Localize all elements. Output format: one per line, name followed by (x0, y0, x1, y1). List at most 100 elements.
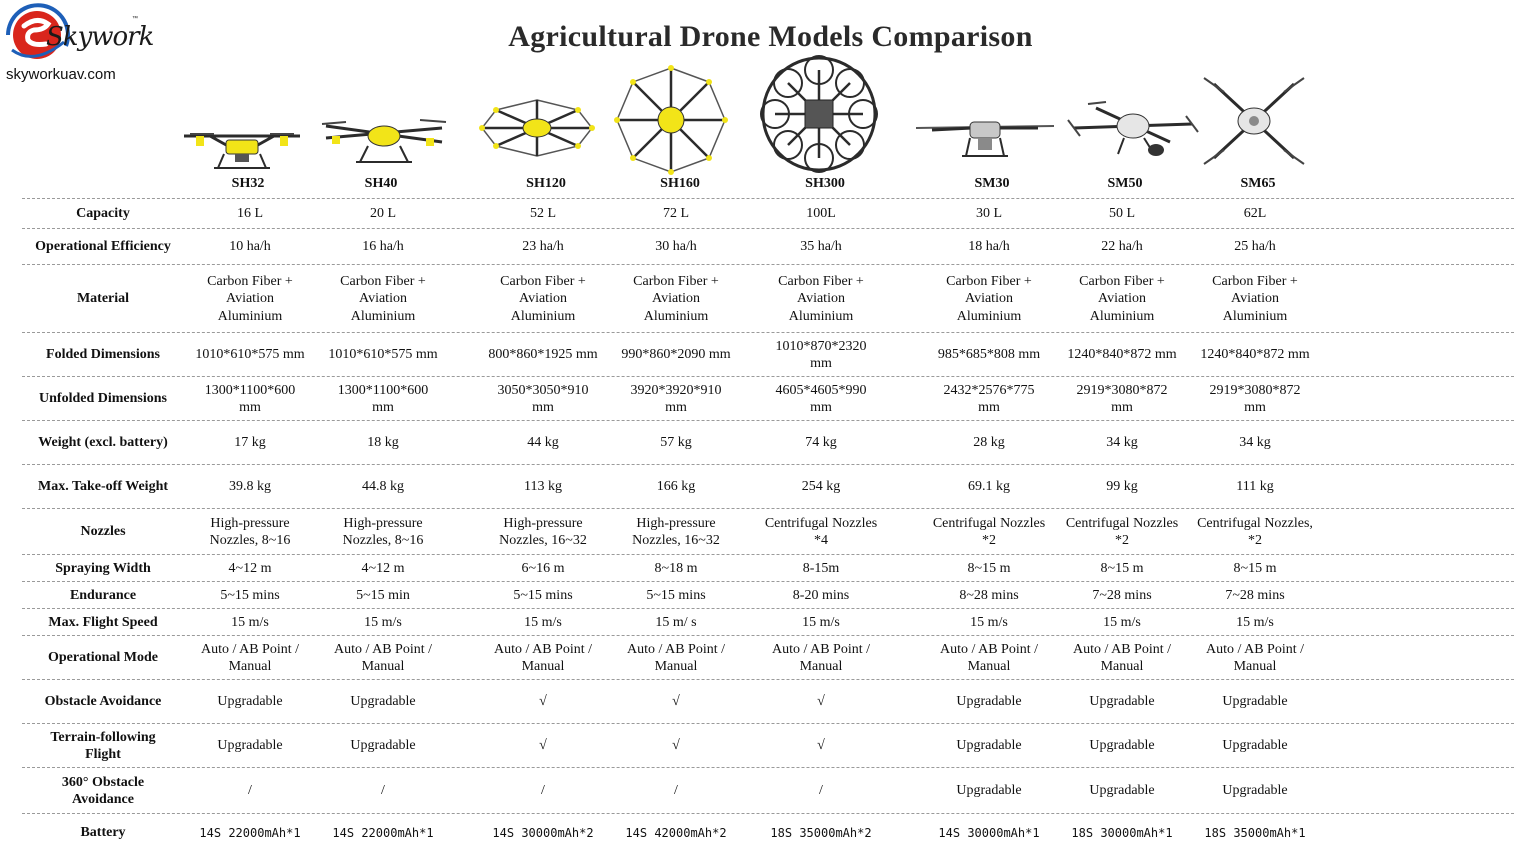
model-name-sh120: SH120 (526, 176, 566, 191)
spec-cell: √ (817, 694, 825, 710)
spec-cell: 17 kg (234, 435, 266, 451)
spec-cell: 1240*840*872 mm (1200, 347, 1310, 363)
spec-row-nozzles: Nozzles High-pressure Nozzles, 8~16 High… (22, 508, 1514, 555)
spec-cell: 800*860*1925 mm (488, 347, 598, 363)
spec-cell: 39.8 kg (229, 479, 271, 495)
spec-cell: 8~18 m (654, 560, 698, 576)
spec-cell: 23 ha/h (522, 239, 564, 255)
spec-cell: 5~15 mins (513, 587, 573, 603)
spec-cell: 14S 30000mAh*2 (492, 825, 594, 840)
spec-cell: High-pressure Nozzles, 8~16 (209, 515, 291, 549)
sm65-drone-icon (1203, 77, 1305, 165)
spec-cell: Upgradable (350, 738, 416, 754)
spec-cell: 8~15 m (1100, 560, 1144, 576)
row-label: Endurance (69, 587, 137, 603)
row-label: Folded Dimensions (46, 347, 160, 363)
spec-cell: 15 m/s (970, 614, 1008, 630)
spec-cell: Auto / AB Point / Manual (333, 641, 433, 675)
spec-cell: 16 L (236, 206, 264, 222)
spec-cell: Upgradable (956, 783, 1022, 799)
spec-cell: Auto / AB Point / Manual (771, 641, 871, 675)
spec-cell: 2919*3080*872 mm (1076, 382, 1168, 416)
row-label: Obstacle Avoidance (44, 694, 162, 710)
spec-cell: Carbon Fiber + Aviation Aluminium (1079, 273, 1165, 324)
spec-cell: 44.8 kg (362, 479, 404, 495)
spec-cell: Centrifugal Nozzles *2 (932, 515, 1046, 549)
row-label: Spraying Width (55, 560, 151, 576)
globe-logo-icon (6, 3, 70, 59)
spec-cell: 100L (806, 206, 836, 222)
spec-cell: 44 kg (527, 435, 559, 451)
row-label: Capacity (76, 206, 130, 222)
spec-cell: / (541, 783, 545, 799)
spec-cell: Carbon Fiber + Aviation Aluminium (778, 273, 864, 324)
row-label: Operational Mode (47, 650, 159, 666)
row-label: Max. Take-off Weight (37, 479, 169, 495)
spec-cell: 18S 35000mAh*2 (770, 825, 872, 840)
spec-cell: Upgradable (1222, 738, 1288, 754)
row-label: Max. Flight Speed (48, 614, 158, 630)
spec-cell: 5~15 mins (220, 587, 280, 603)
spec-cell: 16 ha/h (362, 239, 404, 255)
sh32-drone-icon (184, 133, 300, 169)
spec-cell: 20 L (369, 206, 397, 222)
spec-cell: 7~28 mins (1225, 587, 1285, 603)
spec-cell: 2919*3080*872 mm (1209, 382, 1301, 416)
spec-cell: 30 ha/h (655, 239, 697, 255)
spec-row-operational-efficiency: Operational Efficiency 10 ha/h 16 ha/h 2… (22, 228, 1514, 265)
spec-cell: 15 m/s (231, 614, 269, 630)
spec-cell: 1300*1100*600 mm (337, 382, 429, 416)
spec-cell: 3920*3920*910 mm (630, 382, 722, 416)
spec-cell: √ (539, 738, 547, 754)
spec-cell: 74 kg (805, 435, 837, 451)
spec-cell: 8-20 mins (792, 587, 850, 603)
spec-cell: Carbon Fiber + Aviation Aluminium (207, 273, 293, 324)
model-name-sm50: SM50 (1107, 176, 1143, 191)
spec-cell: Upgradable (217, 694, 283, 710)
spec-cell: 50 L (1108, 206, 1136, 222)
spec-cell: High-pressure Nozzles, 16~32 (499, 515, 587, 549)
spec-cell: 1010*610*575 mm (328, 347, 438, 363)
spec-cell: 10 ha/h (229, 239, 271, 255)
model-name-sm30: SM30 (974, 176, 1010, 191)
spec-cell: Carbon Fiber + Aviation Aluminium (1212, 273, 1298, 324)
spec-cell: 18 ha/h (968, 239, 1010, 255)
spec-row-material: Material Carbon Fiber + Aviation Alumini… (22, 264, 1514, 333)
spec-cell: 2432*2576*775 mm (943, 382, 1035, 416)
spec-cell: 30 L (975, 206, 1003, 222)
spec-row-folded-dimensions: Folded Dimensions 1010*610*575 mm 1010*6… (22, 332, 1514, 377)
spec-cell: 18 kg (367, 435, 399, 451)
spec-cell: 1300*1100*600 mm (204, 382, 296, 416)
spec-cell: 985*685*808 mm (937, 347, 1041, 363)
spec-cell: 5~15 min (356, 587, 410, 603)
spec-cell: 52 L (529, 206, 557, 222)
spec-row-obstacle-avoidance: Obstacle Avoidance Upgradable Upgradable… (22, 679, 1514, 724)
spec-cell: Auto / AB Point / Manual (493, 641, 593, 675)
spec-cell: 8-15m (802, 560, 840, 576)
spec-cell: Centrifugal Nozzles *2 (1065, 515, 1179, 549)
spec-cell: 1010*870*2320 mm (775, 338, 867, 372)
spec-cell: 4~12 m (228, 560, 272, 576)
spec-cell: 34 kg (1106, 435, 1138, 451)
spec-cell: Carbon Fiber + Aviation Aluminium (340, 273, 426, 324)
spec-row-unfolded-dimensions: Unfolded Dimensions 1300*1100*600 mm 130… (22, 376, 1514, 421)
spec-cell: Auto / AB Point / Manual (626, 641, 726, 675)
model-name-sh300: SH300 (805, 176, 845, 191)
spec-cell: 35 ha/h (800, 239, 842, 255)
spec-row-endurance: Endurance 5~15 mins 5~15 min 5~15 mins 5… (22, 581, 1514, 609)
spec-cell: Carbon Fiber + Aviation Aluminium (633, 273, 719, 324)
spec-cell: 8~15 m (967, 560, 1011, 576)
spec-cell: 4605*4605*990 mm (775, 382, 867, 416)
spec-cell: 1010*610*575 mm (195, 347, 305, 363)
model-name-sh160: SH160 (660, 176, 700, 191)
spec-cell: Carbon Fiber + Aviation Aluminium (946, 273, 1032, 324)
spec-cell: 15 m/s (1236, 614, 1274, 630)
spec-cell: High-pressure Nozzles, 8~16 (342, 515, 424, 549)
spec-cell: / (674, 783, 678, 799)
spec-cell: 28 kg (973, 435, 1005, 451)
spec-cell: 254 kg (801, 479, 841, 495)
page-title: Agricultural Drone Models Comparison (508, 20, 1033, 53)
spec-cell: Upgradable (350, 694, 416, 710)
spec-cell: 34 kg (1239, 435, 1271, 451)
row-label: Weight (excl. battery) (38, 435, 168, 451)
